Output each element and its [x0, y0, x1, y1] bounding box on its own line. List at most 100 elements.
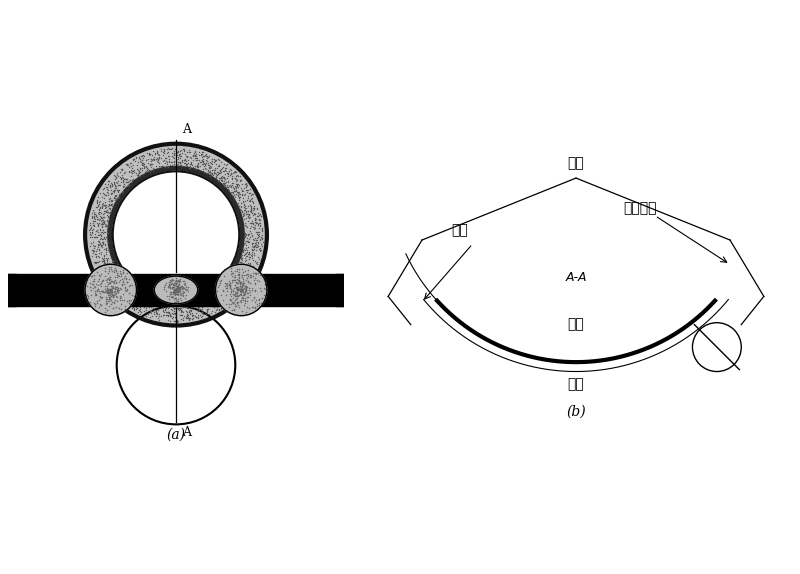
Point — [225, 270, 238, 279]
Point — [236, 285, 249, 294]
Point — [89, 299, 102, 308]
Point — [126, 168, 139, 177]
Point — [119, 287, 132, 296]
Point — [123, 298, 136, 308]
Point — [108, 298, 121, 308]
Point — [210, 288, 222, 297]
Point — [97, 219, 110, 228]
Point — [250, 242, 262, 251]
Point — [241, 289, 254, 298]
Point — [93, 257, 106, 266]
Point — [119, 286, 132, 295]
Point — [87, 246, 100, 255]
Point — [232, 284, 245, 293]
Point — [178, 284, 191, 293]
Point — [189, 297, 202, 306]
Point — [210, 286, 223, 295]
Point — [108, 271, 121, 280]
Point — [104, 207, 117, 216]
Point — [162, 303, 174, 312]
Point — [182, 307, 195, 316]
Point — [170, 303, 183, 312]
Point — [112, 190, 125, 199]
Point — [106, 284, 118, 293]
Point — [97, 287, 110, 296]
Point — [172, 282, 185, 292]
Point — [249, 279, 262, 288]
Point — [201, 293, 214, 302]
Point — [102, 268, 115, 277]
Point — [93, 215, 106, 224]
Point — [245, 191, 258, 200]
Point — [176, 307, 189, 316]
Point — [212, 290, 225, 299]
Point — [106, 292, 119, 301]
Point — [136, 151, 149, 160]
Point — [132, 291, 145, 300]
Point — [197, 301, 210, 311]
Point — [250, 241, 263, 250]
Point — [249, 224, 262, 233]
Point — [233, 264, 246, 273]
Point — [206, 168, 218, 177]
Point — [210, 169, 222, 179]
Point — [126, 297, 138, 307]
Point — [136, 298, 149, 308]
Point — [105, 292, 118, 301]
Point — [111, 296, 124, 305]
Point — [218, 176, 230, 185]
Point — [100, 275, 113, 284]
Point — [106, 297, 119, 306]
Point — [146, 304, 159, 313]
Point — [182, 148, 195, 157]
Point — [105, 288, 118, 297]
Point — [221, 297, 234, 307]
Point — [239, 254, 252, 263]
Point — [238, 233, 251, 242]
Point — [248, 238, 261, 247]
Point — [96, 263, 109, 272]
Point — [162, 151, 174, 160]
Point — [243, 273, 256, 282]
Point — [164, 298, 177, 308]
Point — [122, 168, 135, 177]
Point — [116, 178, 129, 187]
Point — [100, 297, 113, 306]
Point — [173, 279, 186, 288]
Point — [96, 243, 109, 252]
Point — [247, 235, 260, 245]
Point — [88, 277, 101, 286]
Point — [178, 146, 190, 155]
Text: 常规: 常规 — [451, 224, 468, 238]
Point — [240, 263, 253, 272]
Point — [94, 196, 106, 205]
Point — [238, 284, 250, 293]
Point — [133, 291, 146, 300]
Point — [182, 300, 194, 309]
Point — [244, 266, 257, 276]
Point — [148, 154, 161, 164]
Point — [177, 311, 190, 320]
Point — [247, 293, 260, 302]
Point — [199, 292, 212, 301]
Point — [112, 270, 125, 280]
Point — [229, 186, 242, 195]
Point — [213, 175, 226, 184]
Point — [91, 240, 104, 249]
Point — [214, 158, 227, 167]
Point — [98, 259, 111, 268]
Point — [230, 174, 242, 184]
Point — [250, 270, 262, 279]
Point — [239, 243, 252, 253]
Point — [238, 272, 250, 281]
Point — [248, 204, 261, 213]
Point — [246, 231, 258, 241]
Point — [166, 279, 179, 288]
Point — [170, 284, 183, 293]
Point — [102, 242, 114, 251]
Point — [170, 285, 182, 294]
Point — [134, 297, 146, 306]
Point — [150, 307, 162, 316]
Point — [134, 297, 146, 306]
Point — [116, 166, 129, 175]
